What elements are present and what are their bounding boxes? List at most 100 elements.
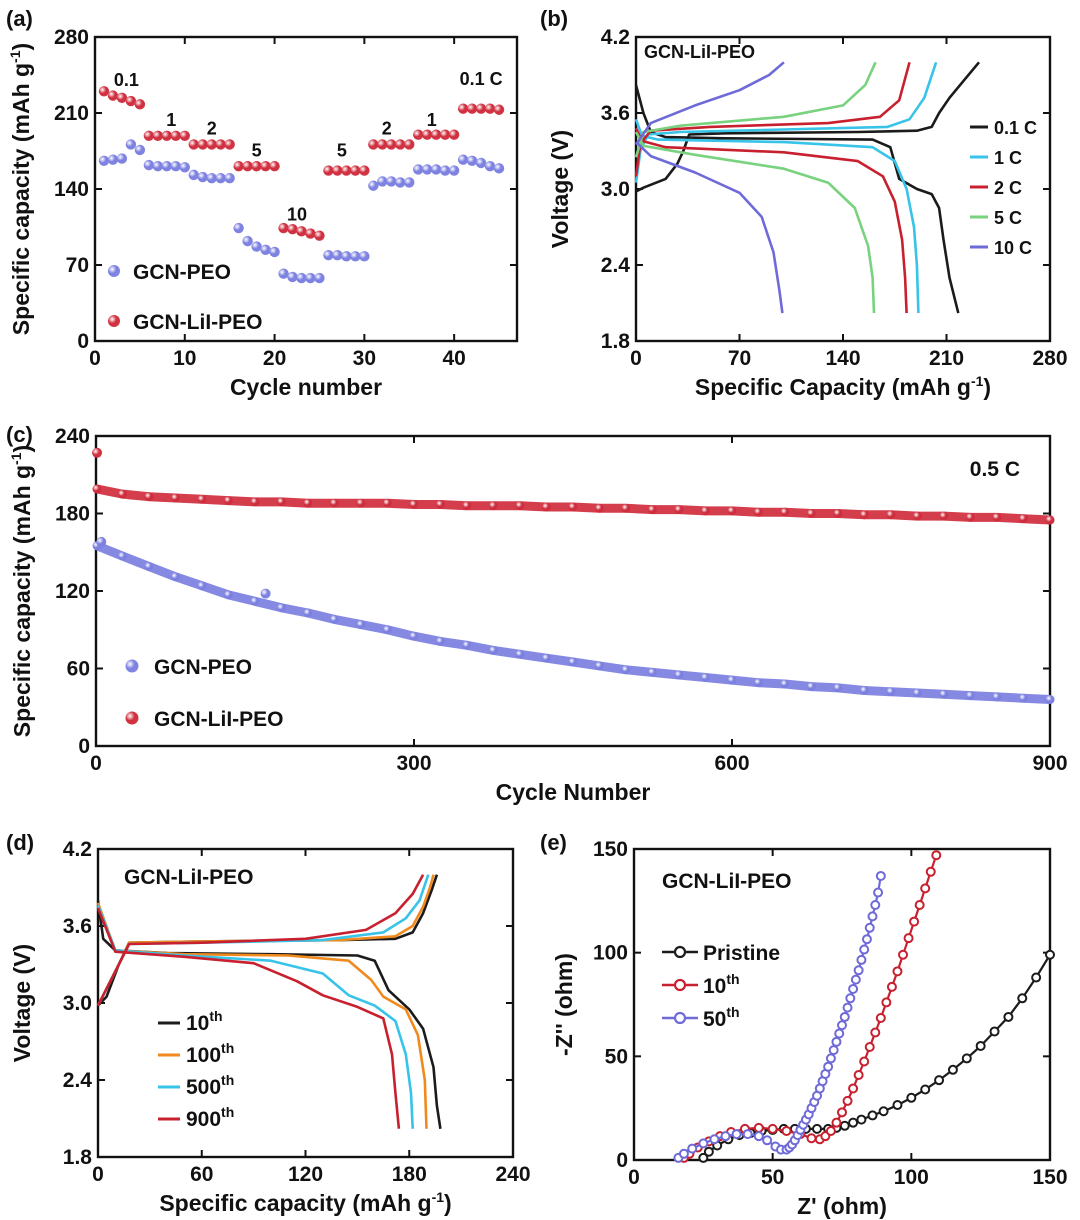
- data-point: [860, 686, 869, 695]
- data-point: [833, 683, 843, 693]
- data-point: [314, 230, 325, 241]
- data-point: [206, 172, 217, 184]
- discharge-curve: [96, 900, 442, 1129]
- data-point: [332, 165, 343, 176]
- y-tick-label: 0: [78, 735, 90, 758]
- data-point: [648, 505, 657, 515]
- outlier-point: [96, 536, 107, 547]
- data-point: [864, 1042, 875, 1053]
- data-point: [125, 139, 137, 150]
- data-point: [215, 139, 226, 150]
- x-tick-label: 280: [1032, 347, 1067, 370]
- x-axis-label-text: Specific capacity (mAh g: [159, 1190, 431, 1216]
- x-tick-label: 140: [825, 347, 860, 370]
- data-point: [975, 1040, 986, 1051]
- data-point: [892, 966, 903, 977]
- data-point: [125, 95, 137, 107]
- data-point: [833, 509, 843, 518]
- data-point: [323, 250, 334, 261]
- data-point: [966, 691, 975, 701]
- data-point: [179, 162, 190, 173]
- data-point: [457, 154, 469, 165]
- x-tick-label: 20: [263, 347, 286, 370]
- data-point: [116, 92, 128, 104]
- data-point: [430, 164, 442, 175]
- chart-title: GCN-LiI-PEO: [662, 870, 792, 893]
- legend-label-text: 50: [703, 1008, 726, 1031]
- data-point: [134, 99, 146, 110]
- data-point: [831, 1036, 842, 1047]
- data-point: [413, 129, 424, 140]
- legend-label-text: 100: [186, 1044, 221, 1067]
- data-point: [839, 1011, 850, 1022]
- data-point: [568, 657, 578, 667]
- data-point: [966, 512, 975, 522]
- legend-label: 5 C: [994, 208, 1022, 228]
- data-point: [287, 271, 298, 283]
- data-point: [837, 1020, 847, 1031]
- x-tick-label: 60: [190, 1163, 213, 1186]
- legend-label-text: 500: [186, 1076, 221, 1099]
- data-point: [881, 997, 892, 1008]
- data-point: [330, 615, 339, 624]
- y-tick-label: 140: [54, 178, 89, 201]
- x-axis-label: Specific Capacity (mAh g-1): [695, 373, 991, 400]
- data-point: [475, 157, 487, 169]
- y-axis-label: Voltage (V): [547, 130, 573, 248]
- y-axis-label: Specific capacity (mAh g-1): [8, 445, 35, 737]
- data-point: [493, 104, 505, 115]
- charge-curve: [634, 61, 877, 158]
- x-tick-label: 10: [173, 347, 196, 370]
- data-point: [903, 933, 914, 944]
- data-point: [992, 692, 1002, 702]
- data-point: [413, 164, 424, 175]
- data-point: [404, 177, 415, 188]
- data-point: [992, 512, 1002, 522]
- data-point: [648, 667, 657, 677]
- data-point: [842, 1002, 853, 1013]
- x-axis-label: Specific capacity (mAh g-1): [159, 1189, 451, 1216]
- y-tick-label: 2.4: [63, 1069, 93, 1092]
- data-point: [466, 103, 478, 114]
- data-point: [913, 688, 922, 698]
- series-gcn-lii-peo: [98, 86, 505, 241]
- data-point: [98, 86, 110, 97]
- data-point: [409, 631, 419, 641]
- data-point: [242, 235, 253, 247]
- data-point: [621, 665, 631, 675]
- panel-e: 0 50 100 150 0 50 100 150 Z' (ohm) -Z'' (ohm) (e) G…: [540, 830, 1068, 1219]
- data-point: [448, 165, 460, 176]
- data-point: [118, 489, 127, 499]
- data-point: [856, 954, 867, 965]
- x-axis-label-sup: -1: [432, 1189, 445, 1205]
- legend-label: Pristine: [703, 942, 780, 965]
- data-point: [853, 1069, 864, 1080]
- x-tick-label: 0: [628, 1166, 640, 1189]
- data-point: [233, 161, 244, 172]
- data-point: [861, 934, 872, 945]
- data-point: [1017, 993, 1028, 1004]
- data-point: [269, 161, 280, 172]
- data-point: [409, 500, 419, 509]
- data-point: [251, 161, 262, 172]
- y-tick-label: 3.6: [63, 915, 92, 938]
- data-point: [242, 161, 253, 172]
- data-point: [107, 154, 119, 165]
- rate-label: 2: [382, 119, 392, 139]
- x-tick-label: 210: [929, 347, 964, 370]
- data-point: [404, 139, 415, 150]
- data-point: [341, 251, 352, 262]
- data-point: [621, 503, 631, 513]
- charge-curve: [635, 61, 980, 193]
- y-tick-label: 4.2: [63, 838, 92, 861]
- y-tick-label: 3.0: [63, 992, 92, 1015]
- data-point: [493, 163, 505, 174]
- data-point: [939, 511, 949, 521]
- data-point: [356, 498, 366, 508]
- data-point: [250, 596, 260, 606]
- data-point: [989, 1026, 1000, 1037]
- x-tick-label: 150: [1032, 1166, 1067, 1189]
- data-point: [807, 682, 816, 691]
- legend-label: 10th: [703, 971, 740, 998]
